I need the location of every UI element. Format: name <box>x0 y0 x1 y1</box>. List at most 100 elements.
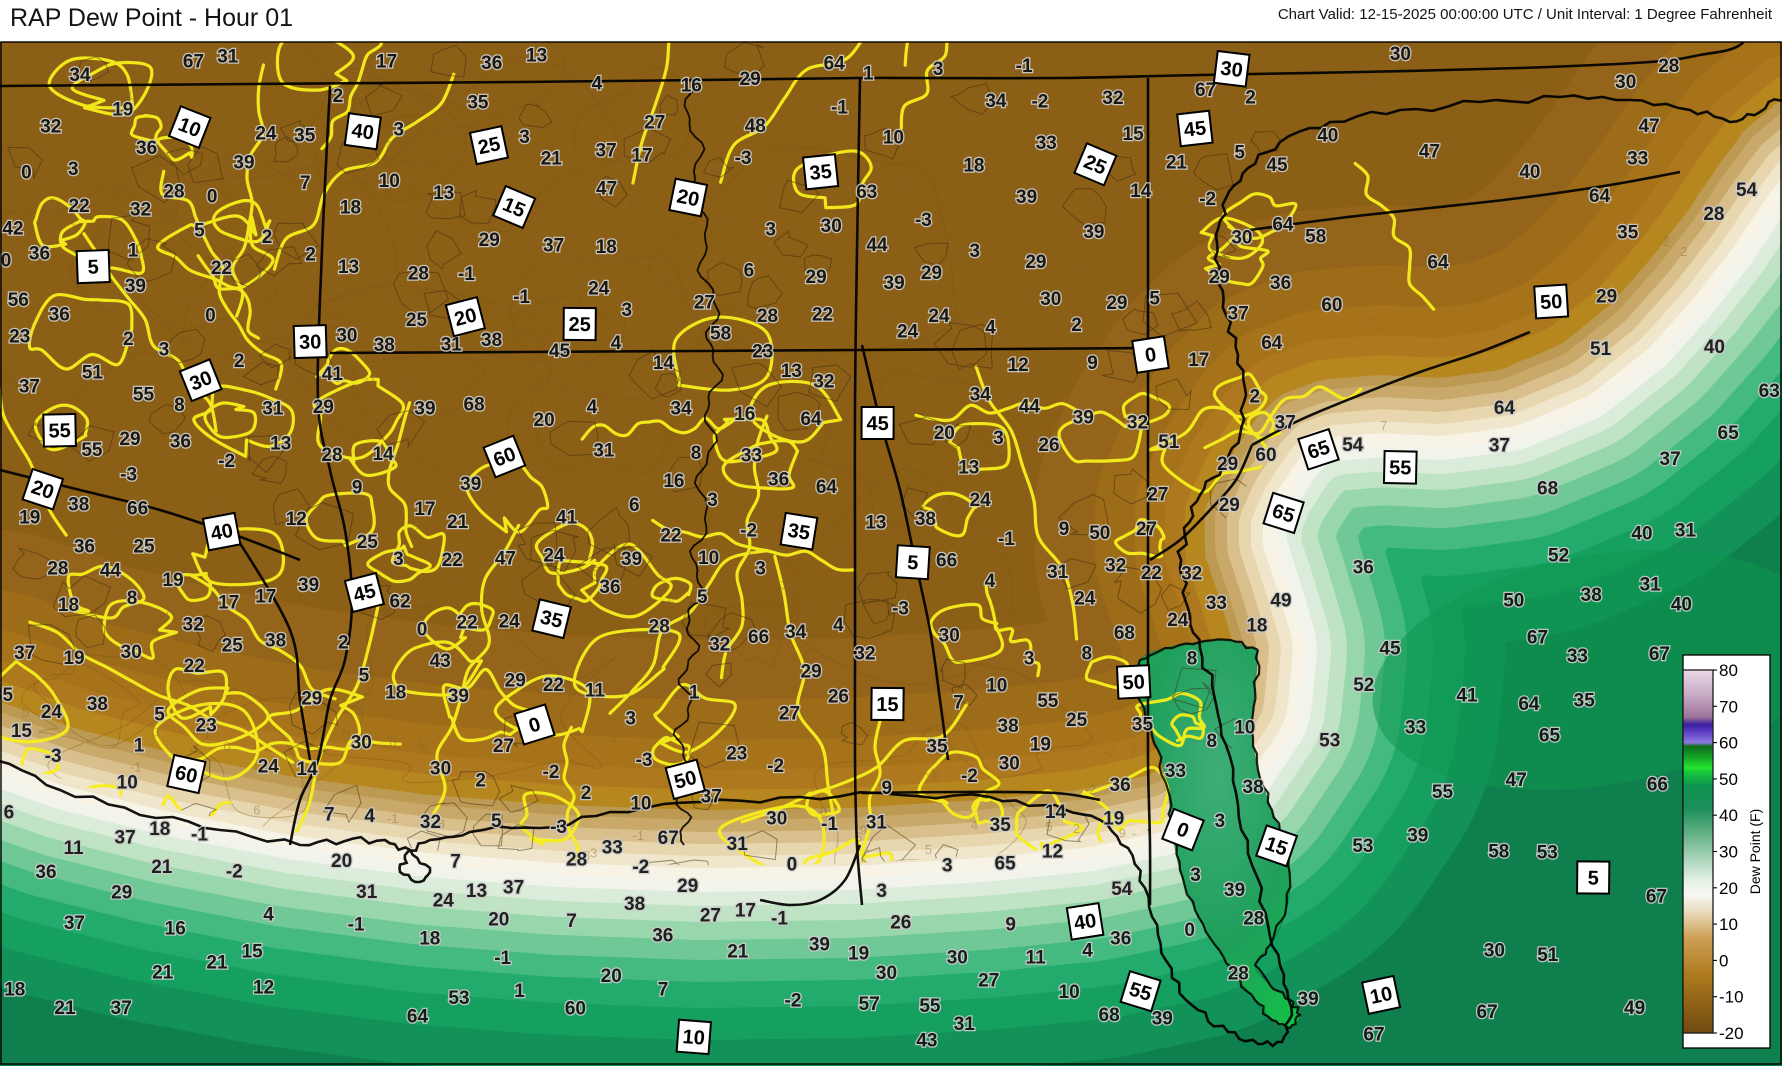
svg-text:3: 3 <box>716 431 723 446</box>
svg-text:24: 24 <box>433 890 455 911</box>
svg-text:27: 27 <box>694 293 715 314</box>
svg-text:63: 63 <box>856 182 877 203</box>
svg-text:2: 2 <box>234 351 245 372</box>
svg-text:7: 7 <box>450 851 461 872</box>
svg-text:39: 39 <box>1298 989 1319 1010</box>
svg-text:29: 29 <box>301 689 322 710</box>
svg-text:0: 0 <box>787 855 798 876</box>
svg-text:19: 19 <box>848 943 869 964</box>
svg-text:48: 48 <box>745 116 766 137</box>
svg-text:39: 39 <box>1407 826 1428 847</box>
svg-text:38: 38 <box>68 494 89 515</box>
svg-text:30: 30 <box>299 331 322 354</box>
svg-text:47: 47 <box>1639 116 1660 137</box>
svg-text:3: 3 <box>781 577 788 592</box>
svg-text:8: 8 <box>1515 92 1522 107</box>
svg-text:26: 26 <box>1038 435 1059 456</box>
svg-text:33: 33 <box>1165 761 1186 782</box>
svg-text:17: 17 <box>376 51 397 72</box>
svg-text:4: 4 <box>1082 940 1093 961</box>
svg-text:0: 0 <box>205 305 216 326</box>
svg-text:2: 2 <box>832 546 839 561</box>
svg-text:-1: -1 <box>365 371 377 386</box>
svg-text:0: 0 <box>1380 244 1387 259</box>
svg-text:5: 5 <box>1149 288 1160 309</box>
svg-text:Chart Valid: 12-15-2025 00:00:: Chart Valid: 12-15-2025 00:00:00 UTC / U… <box>1278 6 1773 23</box>
svg-text:39: 39 <box>1016 187 1037 208</box>
svg-text:31: 31 <box>262 399 284 420</box>
svg-text:-1: -1 <box>212 497 224 512</box>
svg-text:22: 22 <box>812 305 833 326</box>
svg-text:30: 30 <box>947 947 968 968</box>
svg-text:64: 64 <box>1427 253 1449 274</box>
svg-text:43: 43 <box>430 651 451 672</box>
svg-text:54: 54 <box>1342 435 1364 456</box>
svg-text:33: 33 <box>1405 717 1426 738</box>
svg-text:18: 18 <box>340 198 361 219</box>
svg-text:9: 9 <box>407 142 414 157</box>
svg-text:0: 0 <box>1304 124 1311 139</box>
svg-text:32: 32 <box>1127 413 1148 434</box>
svg-text:32: 32 <box>40 117 61 138</box>
svg-text:28: 28 <box>408 263 429 284</box>
svg-text:0: 0 <box>79 596 86 611</box>
svg-text:32: 32 <box>130 200 151 221</box>
svg-text:10: 10 <box>117 773 138 794</box>
svg-text:14: 14 <box>373 444 395 465</box>
svg-text:6: 6 <box>253 802 260 817</box>
svg-text:20: 20 <box>675 186 701 212</box>
svg-text:4: 4 <box>985 318 996 339</box>
svg-text:57: 57 <box>859 994 880 1015</box>
svg-text:39: 39 <box>448 686 469 707</box>
svg-text:3: 3 <box>933 59 944 80</box>
svg-text:3: 3 <box>622 300 633 321</box>
svg-text:13: 13 <box>433 183 454 204</box>
svg-text:53: 53 <box>1352 836 1373 857</box>
svg-text:-20: -20 <box>1719 1024 1744 1043</box>
svg-text:0: 0 <box>406 377 413 392</box>
svg-text:-2: -2 <box>451 572 463 587</box>
svg-text:33: 33 <box>602 837 623 858</box>
svg-text:3: 3 <box>993 428 1004 449</box>
svg-text:58: 58 <box>710 323 731 344</box>
svg-text:5: 5 <box>1588 867 1599 889</box>
svg-text:66: 66 <box>1647 775 1668 796</box>
svg-text:-10: -10 <box>1719 988 1744 1007</box>
svg-text:-2: -2 <box>785 990 802 1011</box>
svg-text:65: 65 <box>1539 725 1561 746</box>
svg-text:9: 9 <box>1087 353 1098 374</box>
svg-text:2: 2 <box>658 569 665 584</box>
svg-text:39: 39 <box>809 935 830 956</box>
svg-text:38: 38 <box>1243 777 1264 798</box>
svg-text:3: 3 <box>625 709 636 730</box>
svg-text:2: 2 <box>262 227 273 248</box>
svg-text:63: 63 <box>1759 381 1780 402</box>
svg-text:3: 3 <box>1024 649 1035 670</box>
svg-text:3: 3 <box>393 549 404 570</box>
svg-text:25: 25 <box>568 314 590 336</box>
svg-text:22: 22 <box>184 656 205 677</box>
svg-text:0: 0 <box>1572 162 1579 177</box>
svg-text:-1: -1 <box>925 766 937 781</box>
svg-text:60: 60 <box>1719 734 1738 753</box>
svg-text:24: 24 <box>258 757 280 778</box>
svg-text:28: 28 <box>163 181 184 202</box>
svg-text:-2: -2 <box>543 762 560 783</box>
svg-text:27: 27 <box>700 905 721 926</box>
svg-text:23: 23 <box>726 743 747 764</box>
svg-text:37: 37 <box>64 913 85 934</box>
svg-text:30: 30 <box>1615 72 1636 93</box>
svg-text:36: 36 <box>1353 558 1374 579</box>
svg-text:0: 0 <box>343 728 350 743</box>
svg-text:19: 19 <box>1030 734 1051 755</box>
svg-text:3: 3 <box>1215 811 1226 832</box>
svg-text:51: 51 <box>82 362 104 383</box>
svg-text:39: 39 <box>125 276 146 297</box>
svg-text:-2: -2 <box>65 458 77 473</box>
svg-text:21: 21 <box>54 998 76 1019</box>
svg-text:-2: -2 <box>226 861 243 882</box>
svg-text:-3: -3 <box>45 746 62 767</box>
svg-text:50: 50 <box>1503 590 1524 611</box>
svg-text:40: 40 <box>1704 337 1725 358</box>
svg-text:25: 25 <box>406 310 428 331</box>
